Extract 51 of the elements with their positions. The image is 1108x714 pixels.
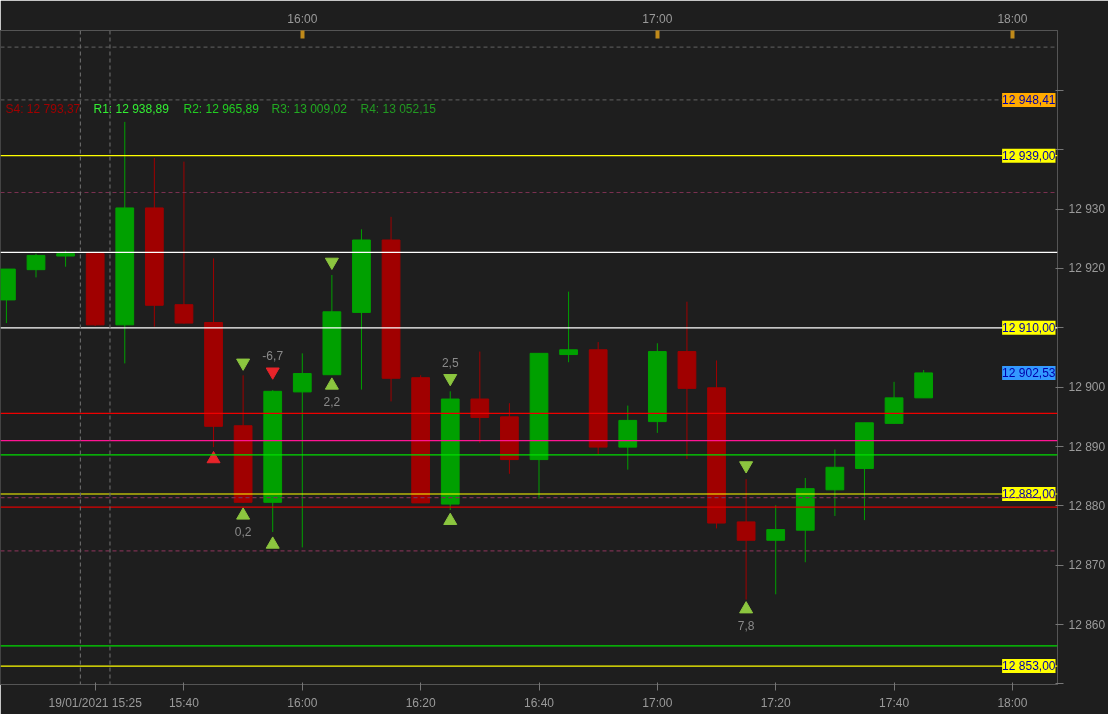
y-tick-label: 12 930 xyxy=(1068,202,1106,217)
x-tick-label: 17:00 xyxy=(642,695,673,710)
annotation: 2,2 xyxy=(323,394,341,409)
annotation: R1: 12 938,89 xyxy=(93,101,170,116)
point xyxy=(443,374,458,387)
annotation: 7,8 xyxy=(737,618,755,633)
annotation: S4: 12 793,37 xyxy=(5,101,81,116)
x-tick-label: 16:00 xyxy=(287,695,318,710)
y-tick-label: 12 860 xyxy=(1068,617,1106,632)
point xyxy=(236,358,251,371)
candlestick xyxy=(470,351,490,444)
ref-line-label: 12 948,41 xyxy=(1002,92,1056,107)
ref-line-label: 12 853,00 xyxy=(1002,659,1056,674)
x-tick-label: 16:40 xyxy=(523,695,555,710)
y-tick-label: 12 890 xyxy=(1068,439,1106,454)
annotation: R4: 13 052,15 xyxy=(360,101,437,116)
annotation: -6,7 xyxy=(262,349,284,364)
point xyxy=(324,257,339,270)
y-tick-label: 12 900 xyxy=(1068,380,1106,395)
annotation: R2: 12 965,89 xyxy=(183,101,260,116)
x-tick-label: 18:00 xyxy=(997,695,1028,710)
point xyxy=(206,450,221,464)
x2-tick-label: 17:00 xyxy=(642,11,673,26)
point xyxy=(236,507,251,520)
annotation: 2,5 xyxy=(441,355,459,370)
y-tick-label: 12 870 xyxy=(1068,558,1106,573)
candlestick xyxy=(26,253,46,278)
candlestick xyxy=(766,504,786,595)
annotation: 12 902,53 xyxy=(1002,365,1056,380)
x-tick-label: 17:40 xyxy=(879,695,910,710)
x-tick-label: 17:20 xyxy=(760,695,792,710)
point xyxy=(443,512,458,525)
x-tick-label: 15:40 xyxy=(168,695,200,710)
candlestick xyxy=(174,161,194,325)
annotation: 0,2 xyxy=(234,524,252,539)
x-tick-label: 16:20 xyxy=(405,695,436,710)
y-tick-label: 12 880 xyxy=(1068,498,1106,513)
point xyxy=(739,601,754,614)
x2-tick-label: 16:00 xyxy=(287,11,318,26)
candlestick xyxy=(736,478,756,601)
ref-line-label: 12 939,00 xyxy=(1002,148,1056,163)
point xyxy=(265,536,280,549)
annotation: R3: 13 009,02 xyxy=(271,101,348,116)
ref-line-label: 12 910,00 xyxy=(1002,320,1056,335)
candlestick xyxy=(559,291,578,363)
y-tick-label: 12 920 xyxy=(1068,261,1106,276)
candlestick xyxy=(292,352,312,548)
x-tick-label: 19/01/2021 15:25 xyxy=(48,695,143,710)
candlestick xyxy=(825,448,845,517)
x2-tick-label: 18:00 xyxy=(997,11,1028,26)
point xyxy=(265,367,280,380)
